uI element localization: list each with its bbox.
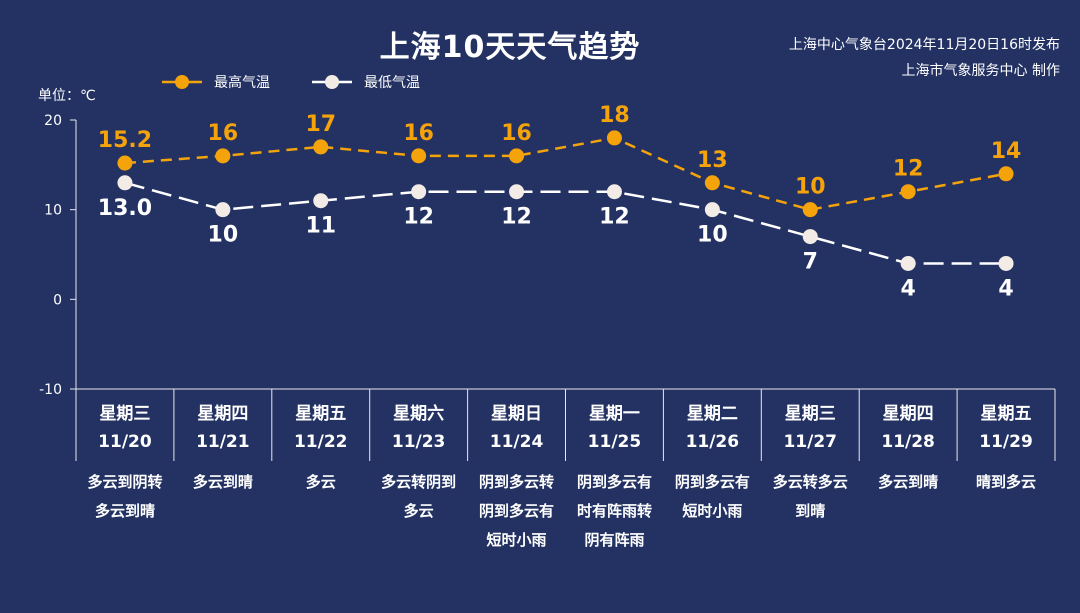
- weather-description: 多云转多云到晴: [772, 473, 848, 520]
- data-point-high: [704, 175, 720, 191]
- data-point-high: [802, 202, 818, 218]
- weekday-label: 星期二: [686, 404, 738, 424]
- data-label-high: 10: [795, 175, 826, 200]
- legend-high-label: 最高气温: [214, 75, 270, 91]
- date-label: 11/21: [196, 432, 250, 452]
- day-column: 星期五 11/29 晴到多云: [957, 390, 1055, 497]
- series-line-high: [124, 136, 1007, 211]
- weekday-label: 星期日: [491, 404, 543, 424]
- weekday-label: 星期五: [295, 404, 347, 424]
- data-point-high: [215, 148, 231, 164]
- legend-high-marker-icon: [162, 75, 202, 89]
- date-label: 11/25: [587, 432, 642, 452]
- day-column: 星期五 11/22 多云: [272, 390, 370, 497]
- date-label: 11/27: [783, 432, 837, 452]
- data-label-low: 12: [403, 205, 434, 230]
- weather-description: 阴到多云转阴到多云有短时小雨: [479, 473, 555, 549]
- day-column: 星期三 11/20 多云到阴转多云到晴: [76, 390, 174, 526]
- legend-item-low[interactable]: 最低气温: [310, 72, 420, 92]
- weather-description: 多云转阴到多云: [381, 473, 457, 520]
- data-label-low: 4: [900, 276, 915, 301]
- weekday-label: 星期三: [99, 404, 151, 424]
- y-tick-label: 10: [44, 203, 62, 219]
- day-column: 星期日 11/24 阴到多云转阴到多云有短时小雨: [468, 390, 566, 555]
- data-point-low: [606, 184, 622, 200]
- legend-low-label: 最低气温: [364, 75, 420, 91]
- data-label-high: 13: [697, 148, 728, 173]
- y-tick-label: -10: [39, 382, 62, 398]
- day-column: 星期一 11/25 阴到多云有时有阵雨转阴有阵雨: [566, 390, 664, 555]
- data-label-low: 4: [998, 276, 1013, 301]
- data-label-low: 12: [599, 205, 630, 230]
- data-point-low: [411, 184, 427, 200]
- data-point-low: [509, 184, 525, 200]
- chart-title: 上海10天天气趋势: [379, 30, 641, 65]
- data-point-high: [900, 184, 916, 200]
- data-label-high: 17: [305, 112, 336, 137]
- data-label-low: 7: [803, 250, 818, 275]
- weekday-label: 星期五: [980, 404, 1032, 424]
- date-label: 11/24: [489, 432, 544, 452]
- weekday-label: 星期六: [393, 404, 445, 424]
- data-label-high: 15.2: [98, 128, 152, 153]
- y-tick-label: 20: [44, 113, 62, 129]
- weekday-label: 星期四: [882, 404, 934, 424]
- data-label-high: 18: [599, 103, 630, 128]
- data-label-high: 16: [501, 121, 532, 146]
- day-column: 星期四 11/28 多云到晴: [859, 390, 957, 497]
- weather-description: 多云: [305, 473, 336, 491]
- day-column: 星期三 11/27 多云转多云到晴: [761, 390, 859, 526]
- series-line-low: [124, 181, 1007, 265]
- data-label-high: 12: [893, 157, 924, 182]
- date-label: 11/26: [685, 432, 740, 452]
- y-tick-label: 0: [53, 292, 62, 308]
- weather-description: 阴到多云有短时小雨: [674, 473, 750, 520]
- data-point-high: [313, 139, 329, 155]
- legend-low-marker-icon: [312, 75, 352, 89]
- weather-description: 阴到多云有时有阵雨转阴有阵雨: [576, 473, 652, 549]
- date-label: 11/23: [391, 432, 446, 452]
- weekday-label: 星期四: [197, 404, 249, 424]
- date-label: 11/20: [98, 432, 152, 452]
- source-line: 上海中心气象台2024年11月20日16时发布: [788, 37, 1060, 53]
- y-axis-unit-label: 单位：℃: [38, 88, 96, 104]
- legend-item-high[interactable]: 最高气温: [160, 72, 270, 92]
- data-label-low: 11: [305, 214, 336, 239]
- data-point-low: [900, 255, 916, 271]
- data-point-high: [606, 130, 622, 146]
- weekday-label: 星期一: [588, 404, 640, 424]
- data-point-high: [117, 155, 133, 171]
- data-label-low: 12: [501, 205, 532, 230]
- producer-line: 上海市气象服务中心 制作: [901, 63, 1060, 79]
- weather-description: 多云到阴转多云到晴: [87, 473, 163, 520]
- data-point-low: [215, 202, 231, 218]
- data-point-low: [704, 202, 720, 218]
- weather-description: 多云到晴: [192, 473, 253, 491]
- date-label: 11/28: [881, 432, 935, 452]
- data-label-high: 16: [403, 121, 434, 146]
- data-label-high: 16: [208, 121, 239, 146]
- data-label-high: 14: [991, 139, 1022, 164]
- data-point-low: [117, 175, 133, 191]
- data-label-low: 10: [697, 223, 728, 248]
- data-label-low: 13.0: [98, 196, 152, 221]
- data-label-low: 10: [208, 223, 239, 248]
- day-column: 星期二 11/26 阴到多云有短时小雨: [663, 390, 761, 526]
- date-label: 11/29: [979, 432, 1033, 452]
- weekday-label: 星期三: [784, 404, 836, 424]
- day-column: 星期六 11/23 多云转阴到多云: [370, 390, 468, 526]
- date-label: 11/22: [293, 432, 348, 452]
- data-point-low: [998, 255, 1014, 271]
- day-column: 星期四 11/21 多云到晴: [174, 390, 272, 497]
- data-point-high: [509, 148, 525, 164]
- data-point-high: [998, 166, 1014, 182]
- weather-description: 晴到多云: [976, 473, 1037, 491]
- data-point-low: [802, 229, 818, 245]
- weather-description: 多云到晴: [878, 473, 939, 491]
- data-point-high: [411, 148, 427, 164]
- data-point-low: [313, 193, 329, 209]
